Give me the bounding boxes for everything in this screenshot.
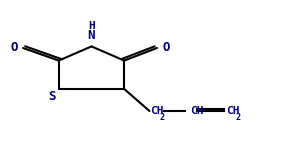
Text: N: N [88,29,95,42]
Text: 2: 2 [159,113,164,121]
Text: S: S [48,90,56,103]
Text: O: O [162,41,170,55]
Text: 2: 2 [235,113,240,121]
Text: CH: CH [226,106,240,116]
Text: CH: CH [190,106,204,116]
Text: CH: CH [150,106,164,116]
Text: H: H [88,21,95,31]
Text: O: O [10,41,18,55]
